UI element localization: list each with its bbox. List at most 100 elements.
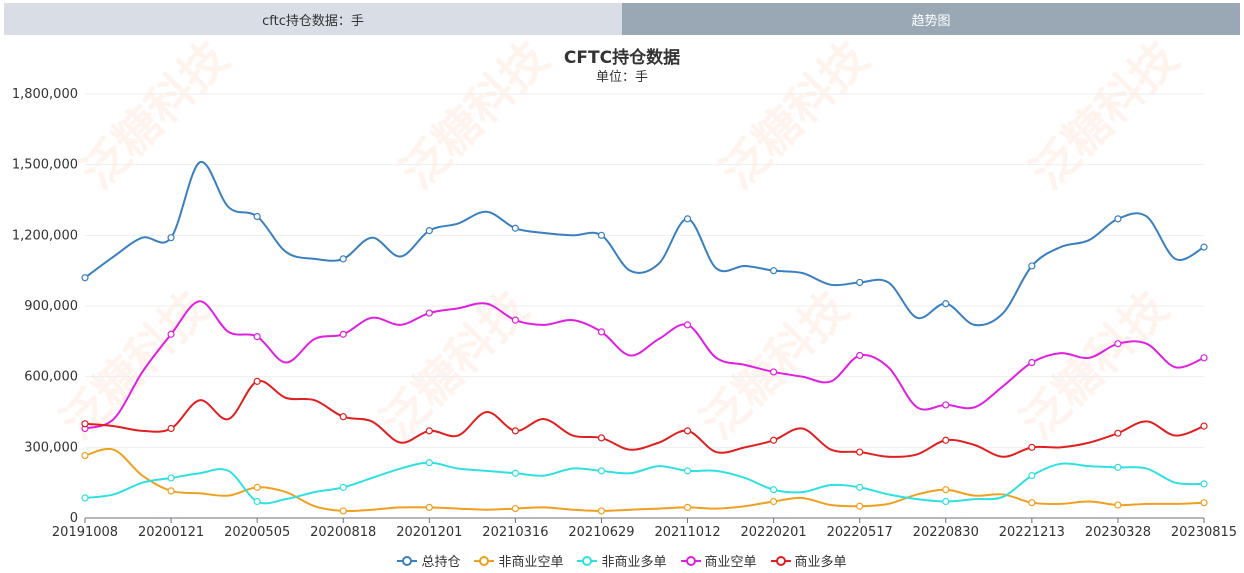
data-point <box>81 274 89 282</box>
data-point <box>770 368 778 376</box>
legend-item[interactable]: 商业多单 <box>770 551 847 570</box>
y-tick-label: 300,000 <box>24 440 78 455</box>
legend-label: 商业多单 <box>794 555 847 570</box>
data-point <box>597 434 606 442</box>
y-tick-label: 0 <box>70 511 78 526</box>
legend: 总持仓 非商业空单 非商业多单 商业空单 商业多单 <box>0 551 1244 570</box>
data-point <box>511 504 519 513</box>
x-tick-label: 20210316 <box>482 525 548 540</box>
legend-item[interactable]: 非商业多单 <box>577 551 667 570</box>
y-tick-label: 1,500,000 <box>12 158 78 173</box>
tab-data-table[interactable]: cftc持仓数据：手 <box>4 3 622 35</box>
data-point <box>1200 422 1208 430</box>
data-point <box>1028 262 1036 270</box>
legend-item[interactable]: 总持仓 <box>397 551 460 570</box>
data-point <box>770 267 778 275</box>
x-tick-label: 20230815 <box>1171 525 1237 540</box>
data-point <box>81 451 89 460</box>
data-point <box>425 427 433 435</box>
x-tick-label: 20220830 <box>913 525 979 540</box>
data-point <box>597 467 606 475</box>
data-point <box>856 278 864 287</box>
series-line <box>84 447 1205 513</box>
data-point <box>856 351 864 360</box>
data-point <box>1114 429 1122 437</box>
data-point <box>167 487 175 495</box>
tab-bar: cftc持仓数据：手 趋势图 <box>4 3 1240 35</box>
data-point <box>770 486 778 494</box>
data-point <box>339 507 347 515</box>
series-layer <box>81 161 1208 515</box>
y-tick-label: 600,000 <box>24 370 78 385</box>
series-line <box>84 300 1205 430</box>
tab-trend-chart[interactable]: 趋势图 <box>622 3 1240 35</box>
legend-marker-icon <box>577 555 598 567</box>
data-point <box>253 483 261 491</box>
data-point <box>81 420 89 428</box>
x-tick-label: 20200121 <box>138 525 204 540</box>
legend-label: 总持仓 <box>421 555 461 570</box>
data-point <box>683 503 692 511</box>
data-point <box>339 413 347 421</box>
x-tick-label: 20201201 <box>396 525 462 540</box>
x-tick-label: 20221213 <box>999 525 1065 540</box>
data-point <box>81 494 89 502</box>
data-point <box>253 497 261 506</box>
x-tick-label: 20200505 <box>224 525 290 540</box>
data-point <box>683 215 692 223</box>
data-point <box>511 224 519 232</box>
data-point <box>856 448 864 456</box>
data-point <box>425 503 433 511</box>
data-point <box>1028 472 1036 480</box>
legend-label: 商业空单 <box>704 555 757 570</box>
y-axis: 0 300,000 600,000 900,000 1,200,000 1,500,000… <box>12 87 78 526</box>
y-tick-label: 1,800,000 <box>12 87 78 102</box>
data-point <box>856 483 864 491</box>
data-point <box>1114 501 1122 509</box>
data-point <box>1028 358 1036 367</box>
x-tick-label: 20220201 <box>741 525 807 540</box>
legend-marker-icon <box>397 555 418 567</box>
data-point <box>511 469 519 477</box>
data-point <box>1028 443 1036 451</box>
x-tick-label: 20211012 <box>654 525 720 540</box>
legend-marker-icon <box>680 555 701 567</box>
data-point <box>253 377 261 385</box>
x-tick-label: 20220517 <box>827 525 893 540</box>
data-point <box>425 459 433 467</box>
x-tick-label: 20191008 <box>52 525 118 540</box>
data-point <box>167 234 175 242</box>
y-tick-label: 1,200,000 <box>12 228 78 243</box>
data-point <box>1200 243 1208 251</box>
data-point <box>942 486 950 494</box>
data-point <box>511 316 519 324</box>
grid-lines <box>85 93 1204 519</box>
data-point <box>1200 480 1208 488</box>
x-axis: 20191008 20200121 20200505 20200818 20201201… <box>52 518 1237 540</box>
data-point <box>1114 215 1122 223</box>
data-point <box>942 401 950 409</box>
x-tick-label: 20230328 <box>1085 525 1151 540</box>
data-point <box>942 436 950 444</box>
x-tick-label: 20210629 <box>568 525 634 540</box>
legend-item[interactable]: 商业空单 <box>680 551 757 570</box>
data-point <box>856 502 864 510</box>
data-point <box>253 212 261 221</box>
data-point <box>1114 340 1122 348</box>
data-point <box>511 427 519 435</box>
data-point <box>683 467 692 475</box>
chart-title: CFTC持仓数据 <box>563 48 681 68</box>
data-point <box>1200 499 1208 507</box>
x-tick-label: 20200818 <box>310 525 376 540</box>
data-point <box>1028 499 1036 507</box>
legend-item[interactable]: 非商业空单 <box>474 551 563 570</box>
data-point <box>597 231 606 239</box>
legend-label: 非商业空单 <box>498 555 564 570</box>
data-point <box>770 497 778 506</box>
data-point <box>683 427 692 435</box>
data-point <box>425 227 433 235</box>
data-point <box>597 507 606 515</box>
series-line <box>84 379 1205 458</box>
data-point <box>425 309 433 317</box>
